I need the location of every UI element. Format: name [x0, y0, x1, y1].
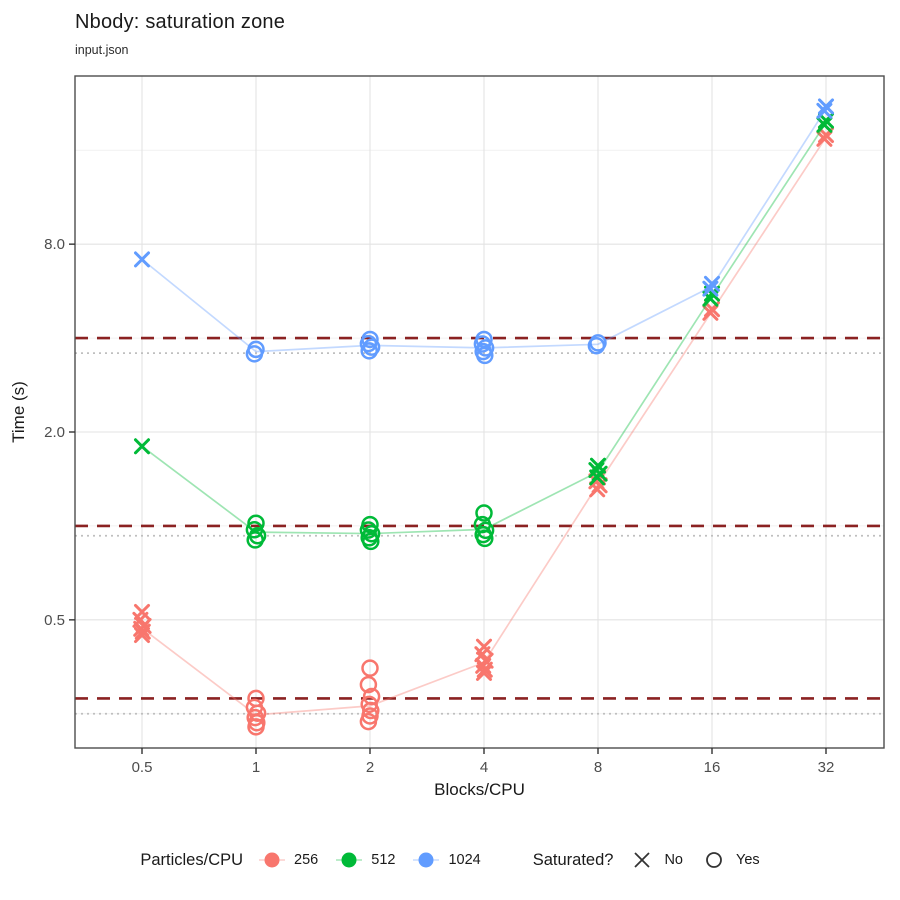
legend-item-label: 512 — [371, 852, 396, 868]
plot-subtitle: input.json — [75, 43, 129, 57]
series-1024-key-icon — [411, 848, 441, 872]
legend-item-label: 1024 — [448, 852, 481, 868]
y-axis: 0.5 2.0 8.0 — [44, 236, 75, 629]
legend-item-label: No — [664, 852, 683, 868]
legend-item-256: 256 — [257, 848, 318, 872]
svg-text:8.0: 8.0 — [44, 236, 65, 253]
legend-group-color: Particles/CPU 256 512 1024 — [140, 848, 480, 872]
y-axis-title: Time (s) — [9, 381, 28, 443]
circle-marker-icon — [699, 848, 729, 872]
svg-text:16: 16 — [704, 759, 721, 776]
svg-text:2.0: 2.0 — [44, 424, 65, 441]
x-marker-icon — [627, 848, 657, 872]
series-256 — [132, 127, 834, 736]
svg-text:0.5: 0.5 — [132, 759, 153, 776]
legend-item-saturated: Yes — [699, 848, 760, 872]
svg-text:0.5: 0.5 — [44, 612, 65, 629]
series-512-key-icon — [334, 848, 364, 872]
x-axis-title: Blocks/CPU — [434, 780, 525, 799]
legend-item-1024: 1024 — [411, 848, 481, 872]
panel-border — [74, 75, 885, 749]
svg-text:1: 1 — [252, 759, 260, 776]
x-axis: 0.5 1 2 4 8 16 32 — [132, 748, 835, 776]
legend-item-label: 256 — [294, 852, 319, 868]
legend-item-label: Yes — [736, 852, 760, 868]
legend-item-not-saturated: No — [627, 848, 683, 872]
svg-text:8: 8 — [594, 759, 602, 776]
series-256-key-icon — [257, 848, 287, 872]
svg-text:32: 32 — [818, 759, 835, 776]
series-1024 — [134, 98, 834, 365]
series-512 — [134, 112, 834, 551]
legend-item-512: 512 — [334, 848, 395, 872]
color-legend-title: Particles/CPU — [140, 850, 244, 869]
grid-major — [75, 76, 884, 748]
plot-title: Nbody: saturation zone — [75, 11, 286, 33]
legend: Particles/CPU 256 512 1024 Saturated? No… — [0, 838, 900, 882]
shape-legend-title: Saturated? — [532, 850, 614, 869]
legend-group-shape: Saturated? No Yes — [533, 848, 760, 872]
svg-text:4: 4 — [480, 759, 488, 776]
chart-canvas: 0.5 1 2 4 8 16 32 0.5 2.0 8.0 Blocks/CPU Time (s) — [9, 75, 885, 799]
svg-text:2: 2 — [366, 759, 374, 776]
